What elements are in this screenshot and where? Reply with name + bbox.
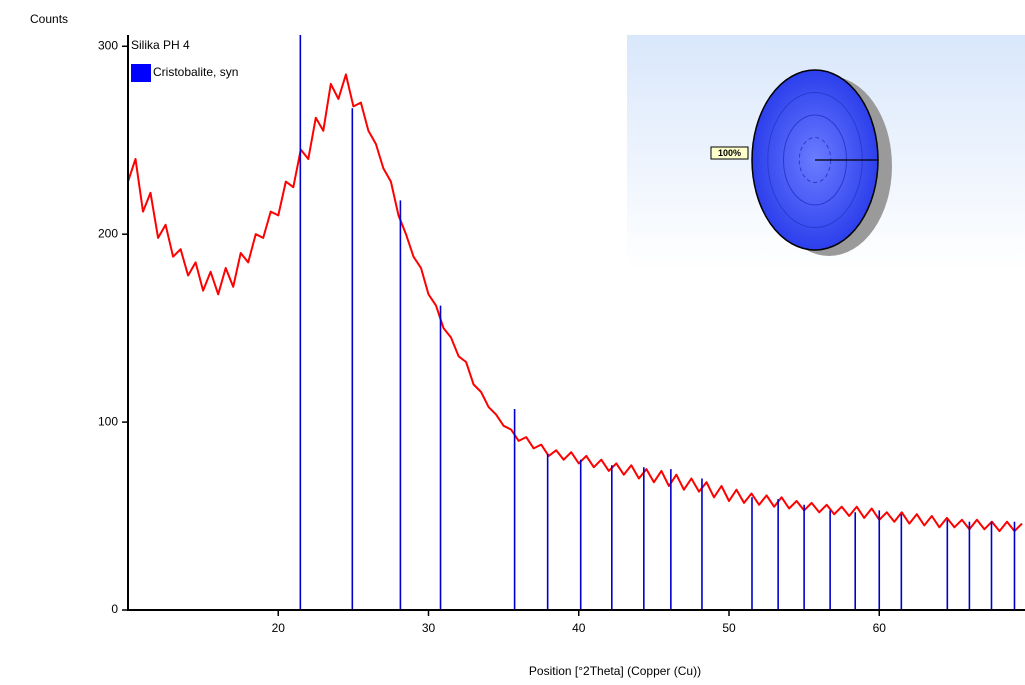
x-axis-label: Position [°2Theta] (Copper (Cu))	[529, 664, 701, 678]
x-tick-label: 60	[873, 621, 887, 635]
legend-swatch	[131, 64, 151, 82]
plot-area	[128, 35, 1023, 610]
x-tick-label: 20	[272, 621, 286, 635]
y-tick-label: 300	[98, 38, 118, 52]
pie-label-box	[710, 146, 749, 160]
y-tick-label: 200	[98, 226, 118, 240]
x-tick-label: 40	[572, 621, 586, 635]
legend-label: Silika PH 4	[131, 38, 190, 52]
y-axis-label: Counts	[30, 12, 68, 26]
data-line	[128, 73, 1023, 533]
x-tick-label: 50	[722, 621, 736, 635]
x-tick-label: 30	[422, 621, 436, 635]
pie-value-label: 100%	[718, 148, 741, 158]
y-tick-label: 100	[98, 414, 118, 428]
legend-label: Cristobalite, syn	[153, 65, 238, 79]
y-tick-label: 0	[111, 602, 118, 616]
